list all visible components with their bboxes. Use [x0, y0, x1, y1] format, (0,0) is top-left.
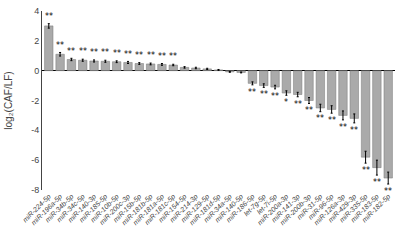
- svg-text:miR-186-5p: miR-186-5p: [225, 193, 257, 225]
- svg-text:miR-96-5p: miR-96-5p: [307, 193, 336, 222]
- svg-text:miR-224-5p: miR-224-5p: [21, 193, 53, 225]
- svg-text:**: **: [158, 52, 166, 61]
- svg-text:**: **: [316, 114, 324, 123]
- svg-text:**: **: [90, 48, 98, 57]
- svg-text:**: **: [67, 47, 75, 56]
- svg-text:miR-181b-5p: miR-181b-5p: [120, 193, 154, 227]
- svg-text:miR-34b-5p: miR-34b-5p: [44, 193, 76, 225]
- svg-text:4: 4: [34, 6, 39, 16]
- svg-text:miR-200b-3p: miR-200b-3p: [279, 193, 313, 227]
- svg-text:miR-154-5p: miR-154-5p: [157, 193, 189, 225]
- svg-text:miR-200c-3p: miR-200c-3p: [98, 193, 132, 227]
- svg-text:**: **: [147, 51, 155, 60]
- svg-text:**: **: [248, 88, 256, 97]
- svg-text:miR-129-5p: miR-129-5p: [180, 193, 212, 225]
- svg-text:**: **: [113, 49, 121, 58]
- svg-text:miR-34c-5p: miR-34c-5p: [55, 193, 86, 224]
- svg-text:miR-429-3p: miR-429-3p: [327, 193, 359, 225]
- svg-text:miR-185-5p: miR-185-5p: [78, 193, 110, 225]
- svg-text:**: **: [260, 90, 268, 99]
- svg-text:**: **: [271, 92, 279, 101]
- svg-text:**: **: [79, 47, 87, 56]
- svg-text:**: **: [45, 12, 53, 21]
- svg-text:-4: -4: [31, 125, 39, 135]
- svg-text:miR-31-5p: miR-31-5p: [295, 193, 324, 222]
- svg-text:miR-10b-5p: miR-10b-5p: [89, 193, 121, 225]
- svg-text:*: *: [284, 98, 288, 107]
- svg-text:let-7g-5p: let-7g-5p: [242, 193, 267, 218]
- svg-text:**: **: [339, 123, 347, 132]
- svg-text:**: **: [124, 50, 132, 59]
- svg-text:**: **: [56, 41, 64, 50]
- svg-text:miR-181d-5p: miR-181d-5p: [188, 193, 222, 227]
- svg-text:**: **: [384, 187, 392, 196]
- svg-text:**: **: [350, 126, 358, 135]
- svg-text:**: **: [328, 116, 336, 125]
- svg-text:miR-140-5p: miR-140-5p: [213, 193, 245, 225]
- svg-text:miR-182-5p: miR-182-5p: [361, 193, 393, 225]
- svg-text:miR-214-3p: miR-214-3p: [168, 193, 200, 225]
- svg-text:let-7i-5p: let-7i-5p: [255, 193, 279, 217]
- svg-text:miR-183-5p: miR-183-5p: [349, 193, 381, 225]
- svg-text:log₂(CAF/LF): log₂(CAF/LF): [3, 71, 14, 129]
- svg-text:**: **: [135, 51, 143, 60]
- svg-text:miR-200a-3p: miR-200a-3p: [256, 193, 290, 227]
- svg-text:miR-126a-3p: miR-126a-3p: [313, 193, 347, 227]
- svg-text:**: **: [101, 48, 109, 57]
- svg-text:miR-181a-5p: miR-181a-5p: [132, 193, 166, 227]
- svg-text:**: **: [373, 178, 381, 187]
- svg-text:-6: -6: [31, 155, 39, 165]
- svg-text:0: 0: [34, 66, 39, 76]
- svg-text:2: 2: [34, 36, 39, 46]
- svg-text:miR-181c-5p: miR-181c-5p: [143, 193, 177, 227]
- svg-text:**: **: [169, 52, 177, 61]
- svg-text:miR-196a-5p: miR-196a-5p: [30, 193, 64, 227]
- svg-text:miR-15b-5p: miR-15b-5p: [112, 193, 144, 225]
- svg-text:**: **: [294, 100, 302, 109]
- svg-text:-8: -8: [31, 185, 39, 195]
- svg-text:miR-141-3p: miR-141-3p: [270, 193, 302, 225]
- svg-text:-2: -2: [31, 96, 39, 106]
- svg-text:miR-140-3p: miR-140-3p: [66, 193, 98, 225]
- svg-text:miR-335-5p: miR-335-5p: [338, 193, 370, 225]
- svg-text:miR-34a-5p: miR-34a-5p: [202, 193, 234, 225]
- svg-text:**: **: [305, 106, 313, 115]
- svg-text:**: **: [362, 166, 370, 175]
